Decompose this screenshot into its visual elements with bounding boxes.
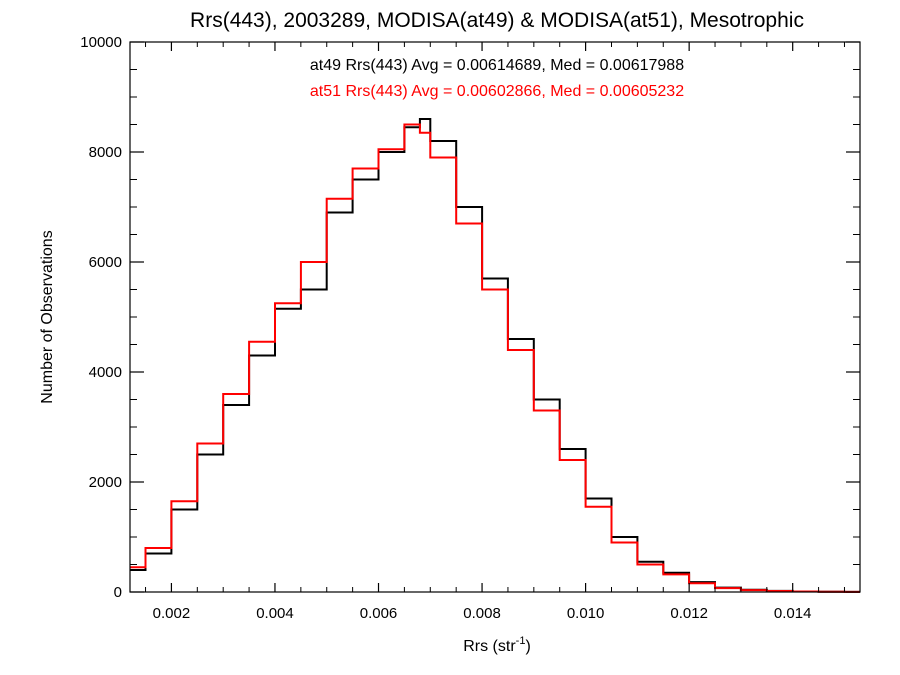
y-tick-label-4: 8000	[89, 144, 122, 161]
x-tick-label-6: 0.014	[774, 605, 812, 622]
x-tick-label-0: 0.002	[153, 605, 191, 622]
x-tick-label-1: 0.004	[256, 605, 294, 622]
chart-title: Rrs(443), 2003289, MODISA(at49) & MODISA…	[190, 9, 804, 32]
x-tick-label-2: 0.006	[360, 605, 398, 622]
y-axis-label: Number of Observations	[39, 230, 56, 403]
series-line-at49	[130, 118, 860, 593]
y-tick-label-1: 2000	[89, 474, 122, 491]
y-tick-label-5: 10000	[80, 34, 122, 51]
plot-frame	[129, 41, 861, 593]
ticks-layer: 0.002 0.004 0.006 0.008 0.010 0.012 0.014 0 2000…	[80, 34, 860, 622]
y-tick-label-2: 4000	[89, 364, 122, 381]
x-tick-label-4: 0.010	[567, 605, 605, 622]
x-tick-label-3: 0.008	[463, 605, 501, 622]
stat-text-at49: at49 Rrs(443) Avg = 0.00614689, Med = 0.…	[310, 57, 684, 74]
x-axis-label-close: )	[525, 638, 530, 655]
x-axis-label: Rrs (str-1)	[463, 635, 531, 655]
y-tick-label-3: 6000	[89, 254, 122, 271]
x-axis-label-main: Rrs (str	[463, 638, 516, 655]
stat-text-at51: at51 Rrs(443) Avg = 0.00602866, Med = 0.…	[310, 83, 684, 100]
series-layer	[130, 118, 860, 593]
series-line-at51	[130, 123, 860, 593]
x-tick-label-5: 0.012	[670, 605, 708, 622]
y-tick-label-0: 0	[114, 584, 122, 601]
x-axis-label-sup: -1	[516, 635, 526, 647]
